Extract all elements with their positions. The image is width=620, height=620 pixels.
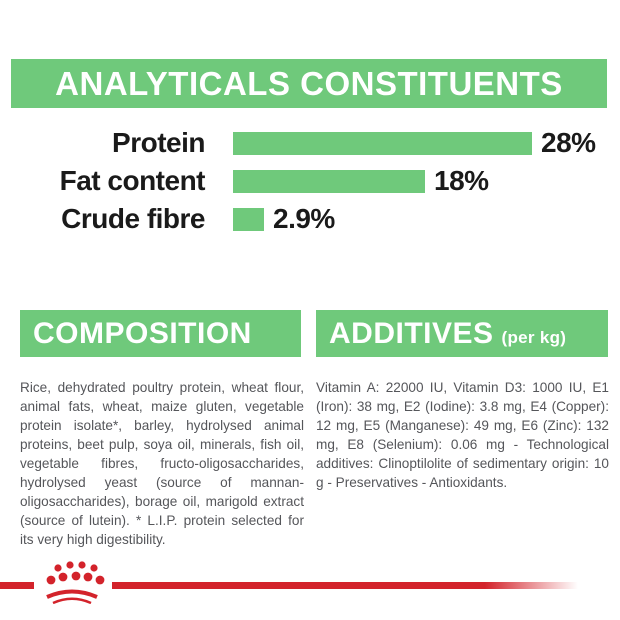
composition-title: COMPOSITION xyxy=(33,316,252,350)
chart-row: Crude fibre 2.9% xyxy=(0,200,620,238)
chart-bar xyxy=(233,131,532,155)
chart-row: Protein 28% xyxy=(0,124,620,162)
chart-category-label: Fat content xyxy=(59,165,206,196)
footer-rule-left xyxy=(0,582,34,589)
chart-value-label: 28% xyxy=(541,127,596,158)
additives-per-kg-label: (per kg) xyxy=(501,328,567,347)
additives-title: ADDITIVES xyxy=(329,316,494,350)
chart-category-label: Crude fibre xyxy=(61,203,205,234)
chart-bar xyxy=(233,207,264,231)
chart-category-label: Protein xyxy=(112,127,205,158)
chart-bar xyxy=(233,169,425,193)
chart-value-label: 2.9% xyxy=(273,203,335,234)
footer-rule-right xyxy=(112,582,578,589)
additives-header: ADDITIVES (per kg) xyxy=(316,310,608,357)
analytical-constituents-title: ANALYTICALS CONSTITUENTS xyxy=(55,64,563,102)
chart-row: Fat content 18% xyxy=(0,162,620,200)
chart-value-label: 18% xyxy=(434,165,489,196)
analytical-constituents-header: ANALYTICALS CONSTITUENTS xyxy=(11,59,607,108)
additives-body: Vitamin A: 22000 IU, Vitamin D3: 1000 IU… xyxy=(316,379,609,490)
composition-body: Rice, dehydrated poultry protein, wheat … xyxy=(20,379,304,547)
composition-header: COMPOSITION xyxy=(20,310,301,357)
royal-canin-crown-icon xyxy=(46,561,105,604)
analytical-constituents-chart: Protein 28% Fat content 18% Crude fibre 2.9% xyxy=(0,124,620,238)
